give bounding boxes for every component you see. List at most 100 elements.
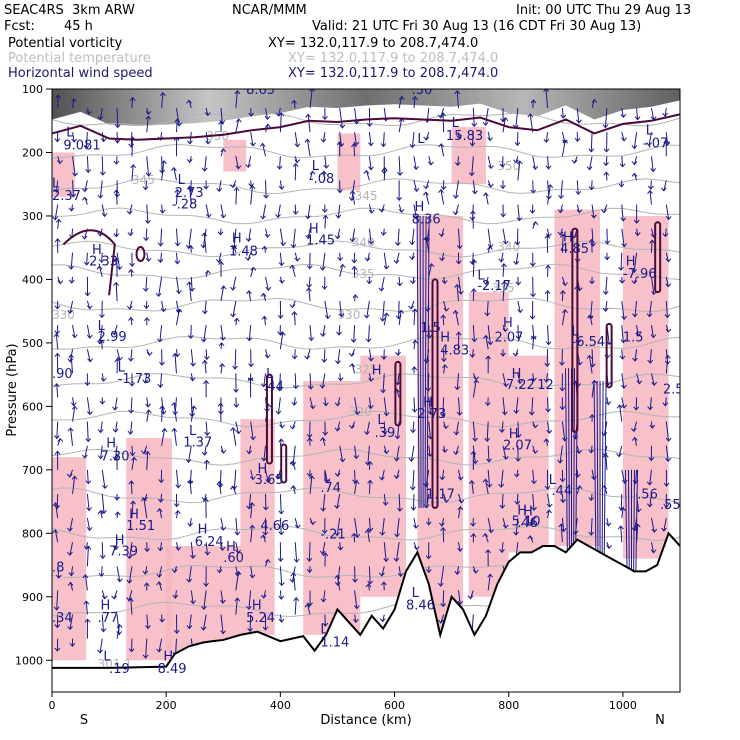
wind-vector [234,349,237,369]
wind-arrowhead [334,574,341,579]
wind-arrowhead [662,402,669,407]
wind-arrowhead [187,334,194,340]
wind-vector [338,325,341,335]
wind-vector [456,373,459,390]
wind-vector [115,228,118,237]
wind-arrowhead [216,480,223,485]
wind-vector [84,180,88,192]
wind-arrowhead [245,164,252,169]
wind-arrowhead [528,411,535,416]
wind-arrowhead [396,282,403,287]
wind-arrowhead [85,545,92,550]
wind-arrowhead [156,507,163,513]
wind-vector [353,325,356,343]
wind-vector [502,281,505,302]
wind-arrowhead [126,305,133,310]
wind-arrowhead [393,457,400,462]
wind-vector [235,156,239,169]
wind-vector [277,107,281,117]
wind-vector [235,397,237,408]
wind-vector [395,542,400,562]
wind-arrowhead [100,138,107,143]
wind-arrowhead [664,354,671,359]
wind-arrowhead [260,383,267,388]
wind-arrowhead [514,142,521,147]
wind-arrowhead [413,187,420,193]
wind-arrowhead [559,478,566,483]
wind-arrowhead [156,581,162,586]
wind-arrowhead [502,240,509,245]
wind-arrowhead [250,436,257,441]
wind-vector [190,349,194,366]
wind-arrowhead [621,404,628,409]
wind-vector [472,325,475,342]
wind-arrowhead [98,572,105,577]
wind-vector [398,118,403,133]
wind-vector [621,107,624,118]
wind-arrowhead [632,313,638,318]
wind-arrowhead [456,134,462,140]
wind-vector [233,245,237,253]
wind-vector [114,397,118,411]
wind-arrowhead [472,190,478,195]
wind-vector [650,228,655,238]
wind-vector [380,276,385,291]
wind-arrowhead [456,245,463,250]
wind-vector [368,518,371,532]
wind-vector [250,132,254,146]
wind-arrowhead [423,191,429,196]
wind-vector [425,192,430,205]
extrema-label: H [226,540,236,555]
wind-vector [292,485,296,495]
wind-vector [650,156,654,172]
wind-vector [293,311,296,326]
wind-arrowhead [423,185,429,190]
extrema-label: L [549,473,557,488]
model-title: SEAC4RS 3km ARW [4,3,135,18]
wind-arrowhead [70,402,77,407]
fcst-value: 45 h [64,19,93,34]
extrema-label: H [92,243,102,258]
wind-arrowhead [438,522,445,527]
theta-contour-315 [52,335,680,350]
wind-arrowhead [334,472,341,477]
wind-arrowhead [378,208,385,213]
wind-vector [294,132,298,147]
wind-vector [590,445,593,453]
wind-vector [294,517,299,529]
wind-vector [353,533,356,543]
wind-arrowhead [159,209,166,214]
wind-arrowhead [185,458,192,464]
wind-vector [339,300,342,317]
extrema-label: 7.22 [506,378,535,393]
wind-arrowhead [545,264,551,269]
wind-arrowhead [55,218,62,223]
wind-arrowhead [246,450,253,455]
wind-arrowhead [307,385,314,390]
wind-arrowhead [517,309,524,314]
wind-arrowhead [368,142,374,147]
wind-arrowhead [54,138,61,143]
wind-arrowhead [469,142,476,147]
wind-arrowhead [502,524,509,529]
wind-vector [309,475,313,495]
field-xy-pv: XY= 132.0,117.9 to 208.7,474.0 [268,36,479,51]
extrema-label: L [312,159,320,174]
wind-arrowhead [588,238,595,243]
wind-arrowhead [665,258,672,263]
wind-vector [116,349,121,361]
wind-arrowhead [379,476,385,481]
wind-vector [517,204,520,221]
wind-vector [500,252,504,262]
wind-vector [101,590,106,599]
wind-vector [220,342,223,350]
wind-vector [322,252,326,271]
wind-vector [383,313,388,326]
wind-vector [146,116,149,133]
wind-vector [650,517,655,533]
stratosphere-fill [52,89,680,126]
pv-contour-layer [52,113,680,509]
wind-arrowhead [68,265,75,270]
theta-contour-290 [52,525,680,541]
wind-vector [351,190,356,205]
